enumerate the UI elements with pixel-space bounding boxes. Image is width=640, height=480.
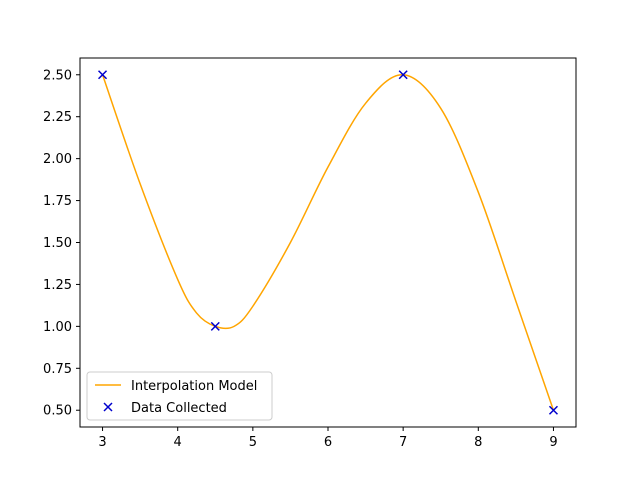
y-tick-label: 1.00 xyxy=(43,320,72,335)
y-tick-label: 0.75 xyxy=(43,362,72,377)
chart-marks xyxy=(98,70,558,415)
y-tick-label: 1.25 xyxy=(43,278,72,293)
plot-frame xyxy=(79,57,577,428)
y-tick-label: 2.00 xyxy=(43,152,72,167)
data-point xyxy=(210,321,220,331)
data-point xyxy=(548,405,558,415)
y-tick-label: 0.50 xyxy=(43,404,72,419)
data-point xyxy=(98,70,108,80)
y-tick-label: 2.50 xyxy=(43,68,72,83)
x-tick-label: 8 xyxy=(474,435,482,450)
x-tick-label: 7 xyxy=(399,435,407,450)
legend-box xyxy=(86,371,273,421)
legend-label-data: Data Collected xyxy=(131,401,227,416)
x-tick-label: 9 xyxy=(549,435,557,450)
legend-label-model: Interpolation Model xyxy=(131,379,257,394)
y-tick-label: 2.25 xyxy=(43,110,72,125)
legend-x-marker-icon xyxy=(103,402,113,412)
x-axis: 3 4 5 6 7 8 9 xyxy=(98,427,558,450)
x-tick-label: 6 xyxy=(324,435,332,450)
y-tick-label: 1.50 xyxy=(43,236,72,251)
legend: Interpolation Model Data Collected xyxy=(86,371,273,421)
x-tick-label: 3 xyxy=(98,435,106,450)
y-tick-label: 1.75 xyxy=(43,194,72,209)
y-axis: 0.50 0.75 1.00 1.25 1.50 1.75 2.00 2.25 2.50 xyxy=(43,68,80,419)
x-tick-label: 5 xyxy=(249,435,257,450)
data-point xyxy=(398,70,408,80)
x-tick-label: 4 xyxy=(174,435,182,450)
interpolation-line xyxy=(101,74,555,411)
